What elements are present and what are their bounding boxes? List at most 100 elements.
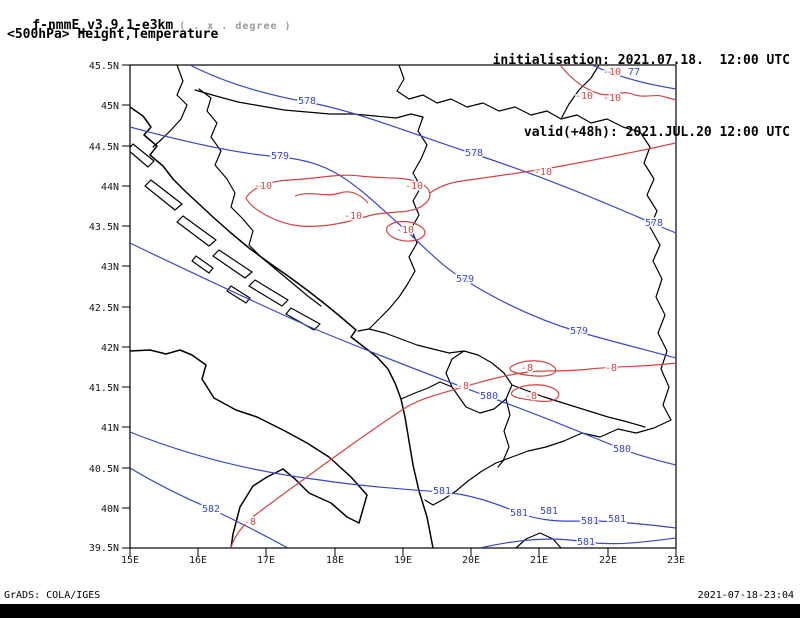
height-contour-label: 579 [570,326,588,337]
lat-label: 41N [101,423,119,434]
height-contour-label: 581 [510,508,528,519]
border-montenegro-albania [400,381,453,400]
lon-ticks [129,548,677,556]
temp-contour-m10-north [559,65,676,101]
height-contour-578 [189,65,676,234]
temp-contour-label: -8 [525,391,537,402]
height-contour-label: 580 [480,391,498,402]
height-contour-label: 580 [613,444,631,455]
height-contour-577 [591,65,676,90]
lat-label: 40N [101,504,119,515]
temp-contour-label: -8 [605,363,617,374]
lat-label: 42N [101,343,119,354]
lon-label: 19E [394,555,412,566]
island [130,143,155,168]
temp-contour-label: -10 [405,181,423,192]
italy-coastline [130,349,368,548]
temp-contour-label: -10 [575,91,593,102]
island [144,179,183,211]
temp-contour-label: -10 [534,167,552,178]
temp-contour-m10-east [429,142,676,194]
island [176,215,217,247]
grads-credit: GrADS: COLA/IGES [4,590,101,601]
lon-label: 15E [121,555,139,566]
border-croatia-bosnia [198,88,322,307]
lat-ticks [122,64,130,549]
height-contour-581b [479,537,676,548]
border-sava [194,89,424,119]
lon-axis-labels: 15E 16E 17E 18E 19E 20E 21E 22E 23E [121,555,685,566]
header-model-line: f-nmmE_v3.9.1-e3km ( . x . degree ) [1,3,292,48]
height-contour-label: 581 [608,514,626,525]
lat-label: 44.5N [89,142,119,153]
lon-label: 22E [599,555,617,566]
border-kosovo [445,350,513,414]
temp-contour-m8-long [230,362,676,548]
lat-label: 40.5N [89,464,119,475]
temp-contour-label: -8 [521,363,533,374]
height-contour-label: 578 [298,96,316,107]
border-macedonia-north [511,384,646,428]
coastlines-and-borders [130,65,672,548]
border-east-serbia-bulgaria [639,131,672,421]
temp-contour-label: -10 [344,211,362,222]
island [248,279,289,307]
island [191,255,214,274]
model-name: f-nmmE_v3.9.1-e3km [32,18,174,33]
height-contour-582 [130,467,289,548]
lat-label: 45N [101,101,119,112]
temp-contour-label: -8 [244,517,256,528]
border-serbia-montenegro [368,328,465,354]
height-contour-label: 581 [581,516,599,527]
island [285,307,321,331]
lon-label: 18E [326,555,344,566]
lat-label: 43N [101,262,119,273]
temperature-contours [230,65,676,548]
init-time: initialisation: 2021.07.18. 12:00 UTC [492,53,790,68]
adriatic-east-coastline [130,106,434,548]
height-contour-label: 581 [577,537,595,548]
height-contour-581 [130,431,676,529]
bottom-bar [0,604,800,618]
height-contour-label: 579 [456,274,474,285]
height-contour-label: 578 [645,218,663,229]
island [212,249,253,279]
height-contour-579 [130,126,676,359]
lon-label: 17E [257,555,275,566]
field-title: <500hPa> Height,Temperature [7,27,219,42]
lat-axis-labels: 45.5N 45N 44.5N 44N 43.5N 43N 42.5N 42N … [89,61,119,554]
temp-contour-m8-loop1 [509,360,557,377]
temp-contour-m8-loop2 [511,384,560,402]
temp-contour-m10-loop [245,174,431,227]
temp-contour-label: -10 [603,93,621,104]
height-contour-label: 579 [271,151,289,162]
border-north-hungary-serbia [396,65,641,133]
temp-contour-m10-inner [294,191,369,204]
resolution-note: ( . x . degree ) [179,21,292,32]
temp-contour-label: -10 [603,67,621,78]
lat-label: 43.5N [89,222,119,233]
height-contour-label: 582 [202,504,220,515]
lon-label: 16E [189,555,207,566]
height-contour-label: 581 [433,486,451,497]
header-times: initialisation: 2021.07.18. 12:00 UTC va… [493,1,790,193]
border-drina [357,116,428,332]
creation-timestamp: 2021-07-18-23:04 [697,590,794,601]
border-slovenia-croatia [152,65,188,148]
lat-label: 44N [101,182,119,193]
temp-contour-label: -10 [396,225,414,236]
height-contour-580 [130,242,676,466]
height-contours [130,65,676,548]
contour-labels: -10 77 578 578 578 579 579 579 580 580 5… [200,66,664,550]
lat-label: 45.5N [89,61,119,72]
temp-contour-m10-small-loop [386,220,426,242]
valid-time: valid(+48h): 2021.JUL.20 12:00 UTC [523,125,790,140]
height-contour-label: 77 [628,67,640,78]
border-albania-macedonia [497,398,511,468]
lat-label: 39.5N [89,543,119,554]
height-contour-label: 578 [465,148,483,159]
map-canvas: 45.5N 45N 44.5N 44N 43.5N 43N 42.5N 42N … [89,61,685,566]
lat-label: 42.5N [89,303,119,314]
border-south-greece [424,419,672,506]
lon-label: 23E [667,555,685,566]
